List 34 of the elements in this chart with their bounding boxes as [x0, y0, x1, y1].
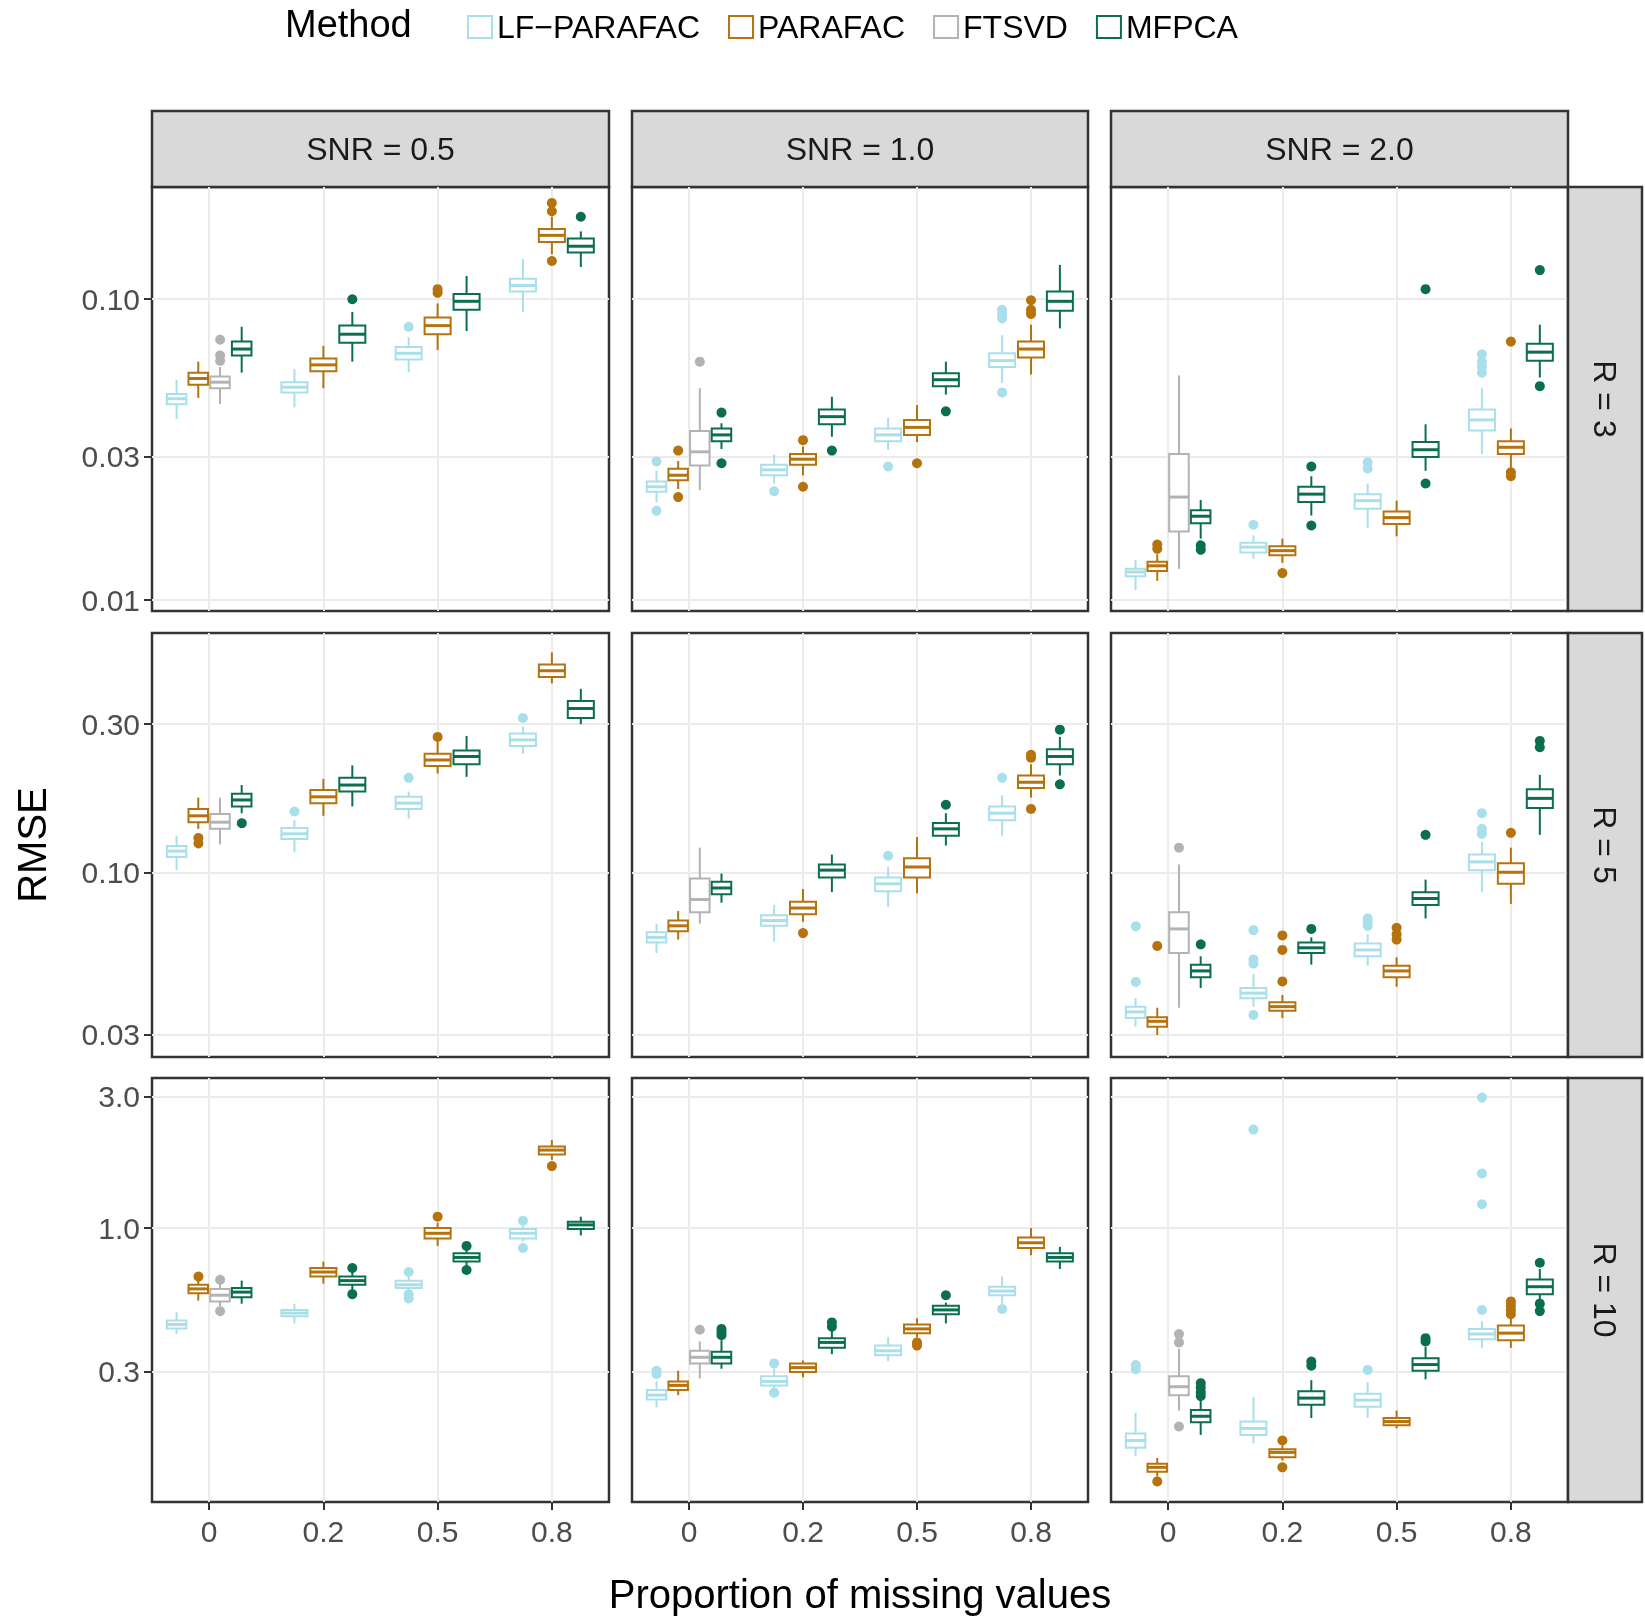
x-tick-label: 0.5: [416, 1514, 459, 1548]
legend-title: Method: [285, 3, 412, 45]
y-tick-label: 1.0: [98, 1211, 140, 1245]
x-tick-label: 0.8: [531, 1514, 573, 1548]
y-tick-label: 0.30: [81, 707, 140, 741]
text: R = 10: [1587, 1242, 1623, 1338]
x-tick-label: 0.8: [1010, 1514, 1052, 1548]
y-tick-label: 0.03: [81, 440, 140, 474]
legend-label: FTSVD: [963, 9, 1068, 45]
x-tick-label: 0: [200, 1514, 218, 1548]
chart-title: SNR = 0.5: [306, 131, 455, 167]
y-tick-label: 0.03: [81, 1018, 140, 1052]
y-tick-label: 0.3: [98, 1355, 140, 1389]
x-tick-label: 0.5: [1375, 1514, 1418, 1548]
x-tick-label: 0: [680, 1514, 698, 1548]
x-tick-label: 0.2: [782, 1514, 824, 1548]
y-tick-label: 3.0: [98, 1080, 140, 1114]
x-tick-label: 0.5: [896, 1514, 938, 1548]
legend-label: MFPCA: [1125, 9, 1239, 45]
x-tick-label: 0: [1159, 1514, 1177, 1548]
chart-title: SNR = 2.0: [1265, 131, 1414, 167]
x-axis-title: Proportion of missing values: [608, 1572, 1112, 1616]
x-tick-label: 0.2: [1261, 1514, 1304, 1548]
legend-label: LF−PARAFAC: [497, 9, 701, 45]
x-tick-label: 0.8: [1490, 1514, 1532, 1548]
y-axis-title: RMSE: [10, 787, 54, 903]
y-tick-label: 0.01: [81, 583, 140, 617]
legend-label: PARAFAC: [758, 9, 906, 45]
chart-title: SNR = 1.0: [785, 131, 935, 167]
x-tick-label: 0.2: [302, 1514, 345, 1548]
y-tick-label: 0.10: [81, 282, 140, 316]
text: R = 3: [1587, 360, 1623, 438]
text: R = 5: [1587, 806, 1623, 884]
y-tick-label: 0.10: [81, 855, 140, 889]
